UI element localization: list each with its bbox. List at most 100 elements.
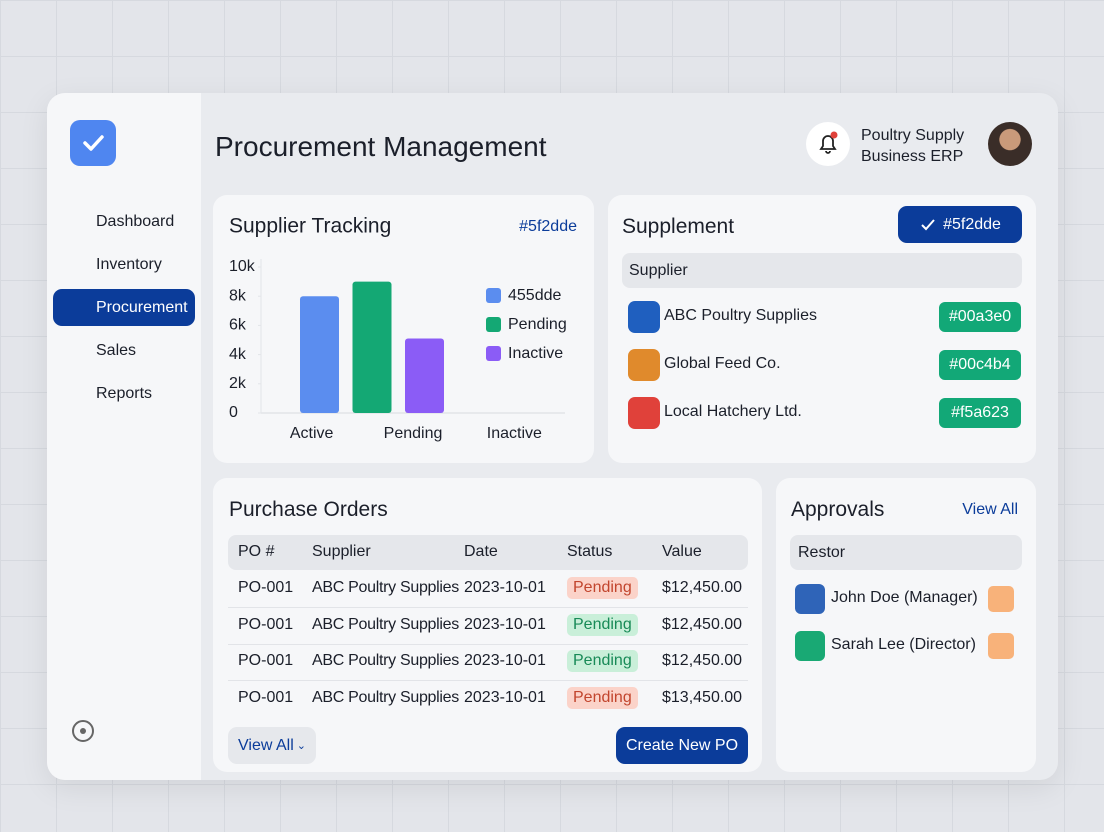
status-badge: Pending (567, 613, 638, 636)
org-line: Business ERP (861, 148, 964, 165)
x-tick-label: Inactive (487, 425, 542, 442)
logo[interactable] (70, 120, 116, 166)
bell-icon (819, 131, 838, 154)
legend-label: Inactive (508, 345, 563, 362)
table-cell: ABC Poultry Supplies (312, 579, 459, 596)
x-tick-label: Pending (384, 425, 443, 442)
nav-item[interactable]: Sales (96, 341, 137, 359)
app-window: Dashboard Inventory Procurement Sales Report… (47, 93, 1058, 780)
table-cell: $12,450.00 (662, 579, 743, 596)
table-cell: 2023-10-01 (464, 615, 546, 633)
button-label: #5f2dde (943, 215, 1001, 233)
notification-bell[interactable] (806, 122, 850, 166)
supplier-tag[interactable]: #00c4b4 (939, 350, 1021, 380)
column-header: PO # (238, 543, 275, 560)
table-cell: PO-001 (238, 689, 294, 707)
column-header: Status (567, 543, 613, 560)
table-cell: $13,450.00 (662, 689, 743, 707)
table-cell: $12,450.00 (662, 652, 743, 670)
row-divider (228, 680, 748, 682)
card-title: Supplement (622, 215, 735, 238)
row-divider (228, 607, 748, 608)
org-name: Poultry Supply Business ERP (861, 125, 964, 167)
nav-item[interactable]: Reports (96, 384, 153, 402)
settings-icon[interactable] (70, 718, 96, 744)
table-cell: 2023-10-01 (464, 579, 546, 596)
row-divider (228, 643, 748, 645)
column-header: Supplier (312, 543, 371, 560)
bar (405, 338, 444, 413)
avatar[interactable] (988, 122, 1032, 166)
y-tick-label: 4k (229, 346, 247, 363)
nav-item[interactable]: Inventory (96, 255, 162, 273)
table-cell: PO-001 (238, 615, 294, 633)
table-cell: ABC Poultry Supplies (312, 615, 459, 633)
approver-name: Sarah Lee (Director) (831, 636, 976, 653)
y-tick-label: 8k (229, 287, 247, 304)
supplier-tracking-card: Supplier Tracking #5f2dde 0 2k 4k 6k 8k 10k Ac… (213, 195, 594, 463)
approver-name: John Doe (Manager) (831, 589, 978, 606)
supplier-name: Global Feed Co. (664, 355, 781, 372)
create-po-button[interactable]: Create New PO (616, 727, 748, 764)
chart: Supplier Tracking #5f2dde 0 2k 4k 6k 8k 10k Ac… (229, 215, 577, 443)
view-all-link[interactable]: View All (962, 501, 1018, 518)
legend-swatch (486, 288, 501, 303)
legend-swatch (486, 346, 501, 361)
view-all-button[interactable]: View All ⌄ (228, 727, 316, 764)
supplier-icon (628, 301, 660, 333)
supplier-name: Local Hatchery Ltd. (664, 403, 802, 420)
table-cell: PO-001 (238, 652, 294, 670)
chart-annotation[interactable]: #5f2dde (519, 218, 577, 235)
table-cell: ABC Poultry Supplies (312, 652, 459, 670)
supplier-name: ABC Poultry Supplies (664, 307, 817, 324)
supplement-button[interactable]: #5f2dde (898, 206, 1022, 243)
bar (300, 296, 339, 413)
caret: ⌄ (296, 740, 306, 752)
table-cell: 2023-10-01 (464, 689, 546, 707)
legend-label: 455dde (508, 287, 561, 304)
card-title: Purchase Orders (229, 498, 388, 521)
sidebar: Dashboard Inventory Procurement Sales Report… (47, 93, 201, 780)
legend-label: Pending (508, 316, 567, 333)
status-badge: Pending (567, 687, 638, 710)
logo-check (83, 135, 104, 151)
status-badge: Pending (567, 577, 638, 599)
column-header: Value (662, 543, 702, 560)
y-tick-label: 0 (229, 404, 238, 421)
approver-icon (795, 631, 825, 661)
page-title: Procurement Management (215, 131, 547, 162)
table-cell: ABC Poultry Supplies (312, 689, 459, 707)
table-cell: 2023-10-01 (464, 652, 546, 670)
table-header: Supplier (622, 253, 1022, 288)
supplier-icon (628, 397, 660, 429)
nav-item[interactable]: Dashboard (96, 212, 175, 230)
nav-item[interactable]: Procurement (53, 289, 195, 326)
table-header (228, 535, 748, 570)
table-cell: PO-001 (238, 579, 294, 596)
supplier-tag[interactable]: #f5a623 (939, 398, 1021, 428)
card-title: Approvals (791, 498, 885, 521)
y-tick-label: 10k (229, 258, 256, 275)
chart-title: Supplier Tracking (229, 215, 391, 238)
supplier-icon (628, 349, 660, 381)
approvals-card: Approvals View All Restor John Doe (Mana… (776, 478, 1036, 772)
approver-icon (795, 584, 825, 614)
x-tick-label: Active (290, 425, 334, 442)
status-badge: Pending (567, 650, 638, 673)
purchase-orders-card: Purchase Orders View All ⌄ Create New PO … (213, 478, 762, 772)
supplement-card: Supplement #5f2dde Supplier ABC Poultry … (608, 195, 1036, 463)
approve-action[interactable] (988, 586, 1014, 612)
button-label: View All (238, 736, 294, 754)
approve-action[interactable] (988, 633, 1014, 659)
bar (352, 281, 392, 413)
org-line: Poultry Supply (861, 127, 965, 144)
y-tick-label: 2k (229, 375, 247, 392)
table-header: Restor (790, 535, 1022, 570)
legend-swatch (486, 317, 501, 332)
table-cell: $12,450.00 (662, 615, 743, 633)
y-tick-label: 6k (229, 317, 247, 334)
check-icon (921, 218, 935, 230)
column-header: Date (464, 543, 498, 560)
supplier-tag[interactable]: #00a3e0 (939, 302, 1021, 332)
